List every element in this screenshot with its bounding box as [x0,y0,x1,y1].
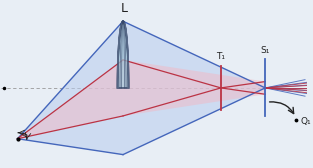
Text: Q₁: Q₁ [300,117,311,126]
Polygon shape [117,21,129,88]
Polygon shape [18,60,265,139]
Text: L: L [121,2,128,15]
Polygon shape [18,21,265,155]
Text: T₁: T₁ [216,52,225,61]
Text: S₁: S₁ [260,46,270,55]
